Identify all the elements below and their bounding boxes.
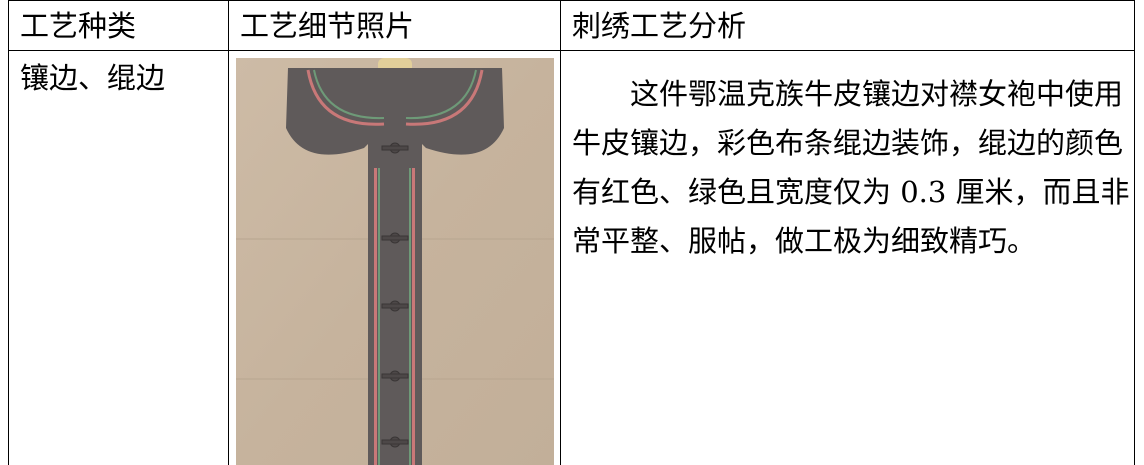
- table-border: [1134, 0, 1135, 465]
- table-border: [560, 0, 561, 465]
- header-cell: 工艺种类: [20, 9, 137, 43]
- table-border: [8, 50, 1135, 51]
- craft-type: 镶边、绲边: [20, 61, 166, 95]
- table-border: [8, 0, 1135, 1]
- header-cell: 刺绣工艺分析: [572, 9, 747, 43]
- table-border: [228, 0, 229, 465]
- garment-photo: [236, 58, 554, 465]
- table-border: [8, 0, 9, 465]
- analysis-text: 这件鄂温克族牛皮镶边对襟女袍中使用牛皮镶边，彩色布条绲边装饰，绲边的颜色有红色、…: [572, 77, 1130, 258]
- header-cell: 工艺细节照片: [240, 9, 415, 43]
